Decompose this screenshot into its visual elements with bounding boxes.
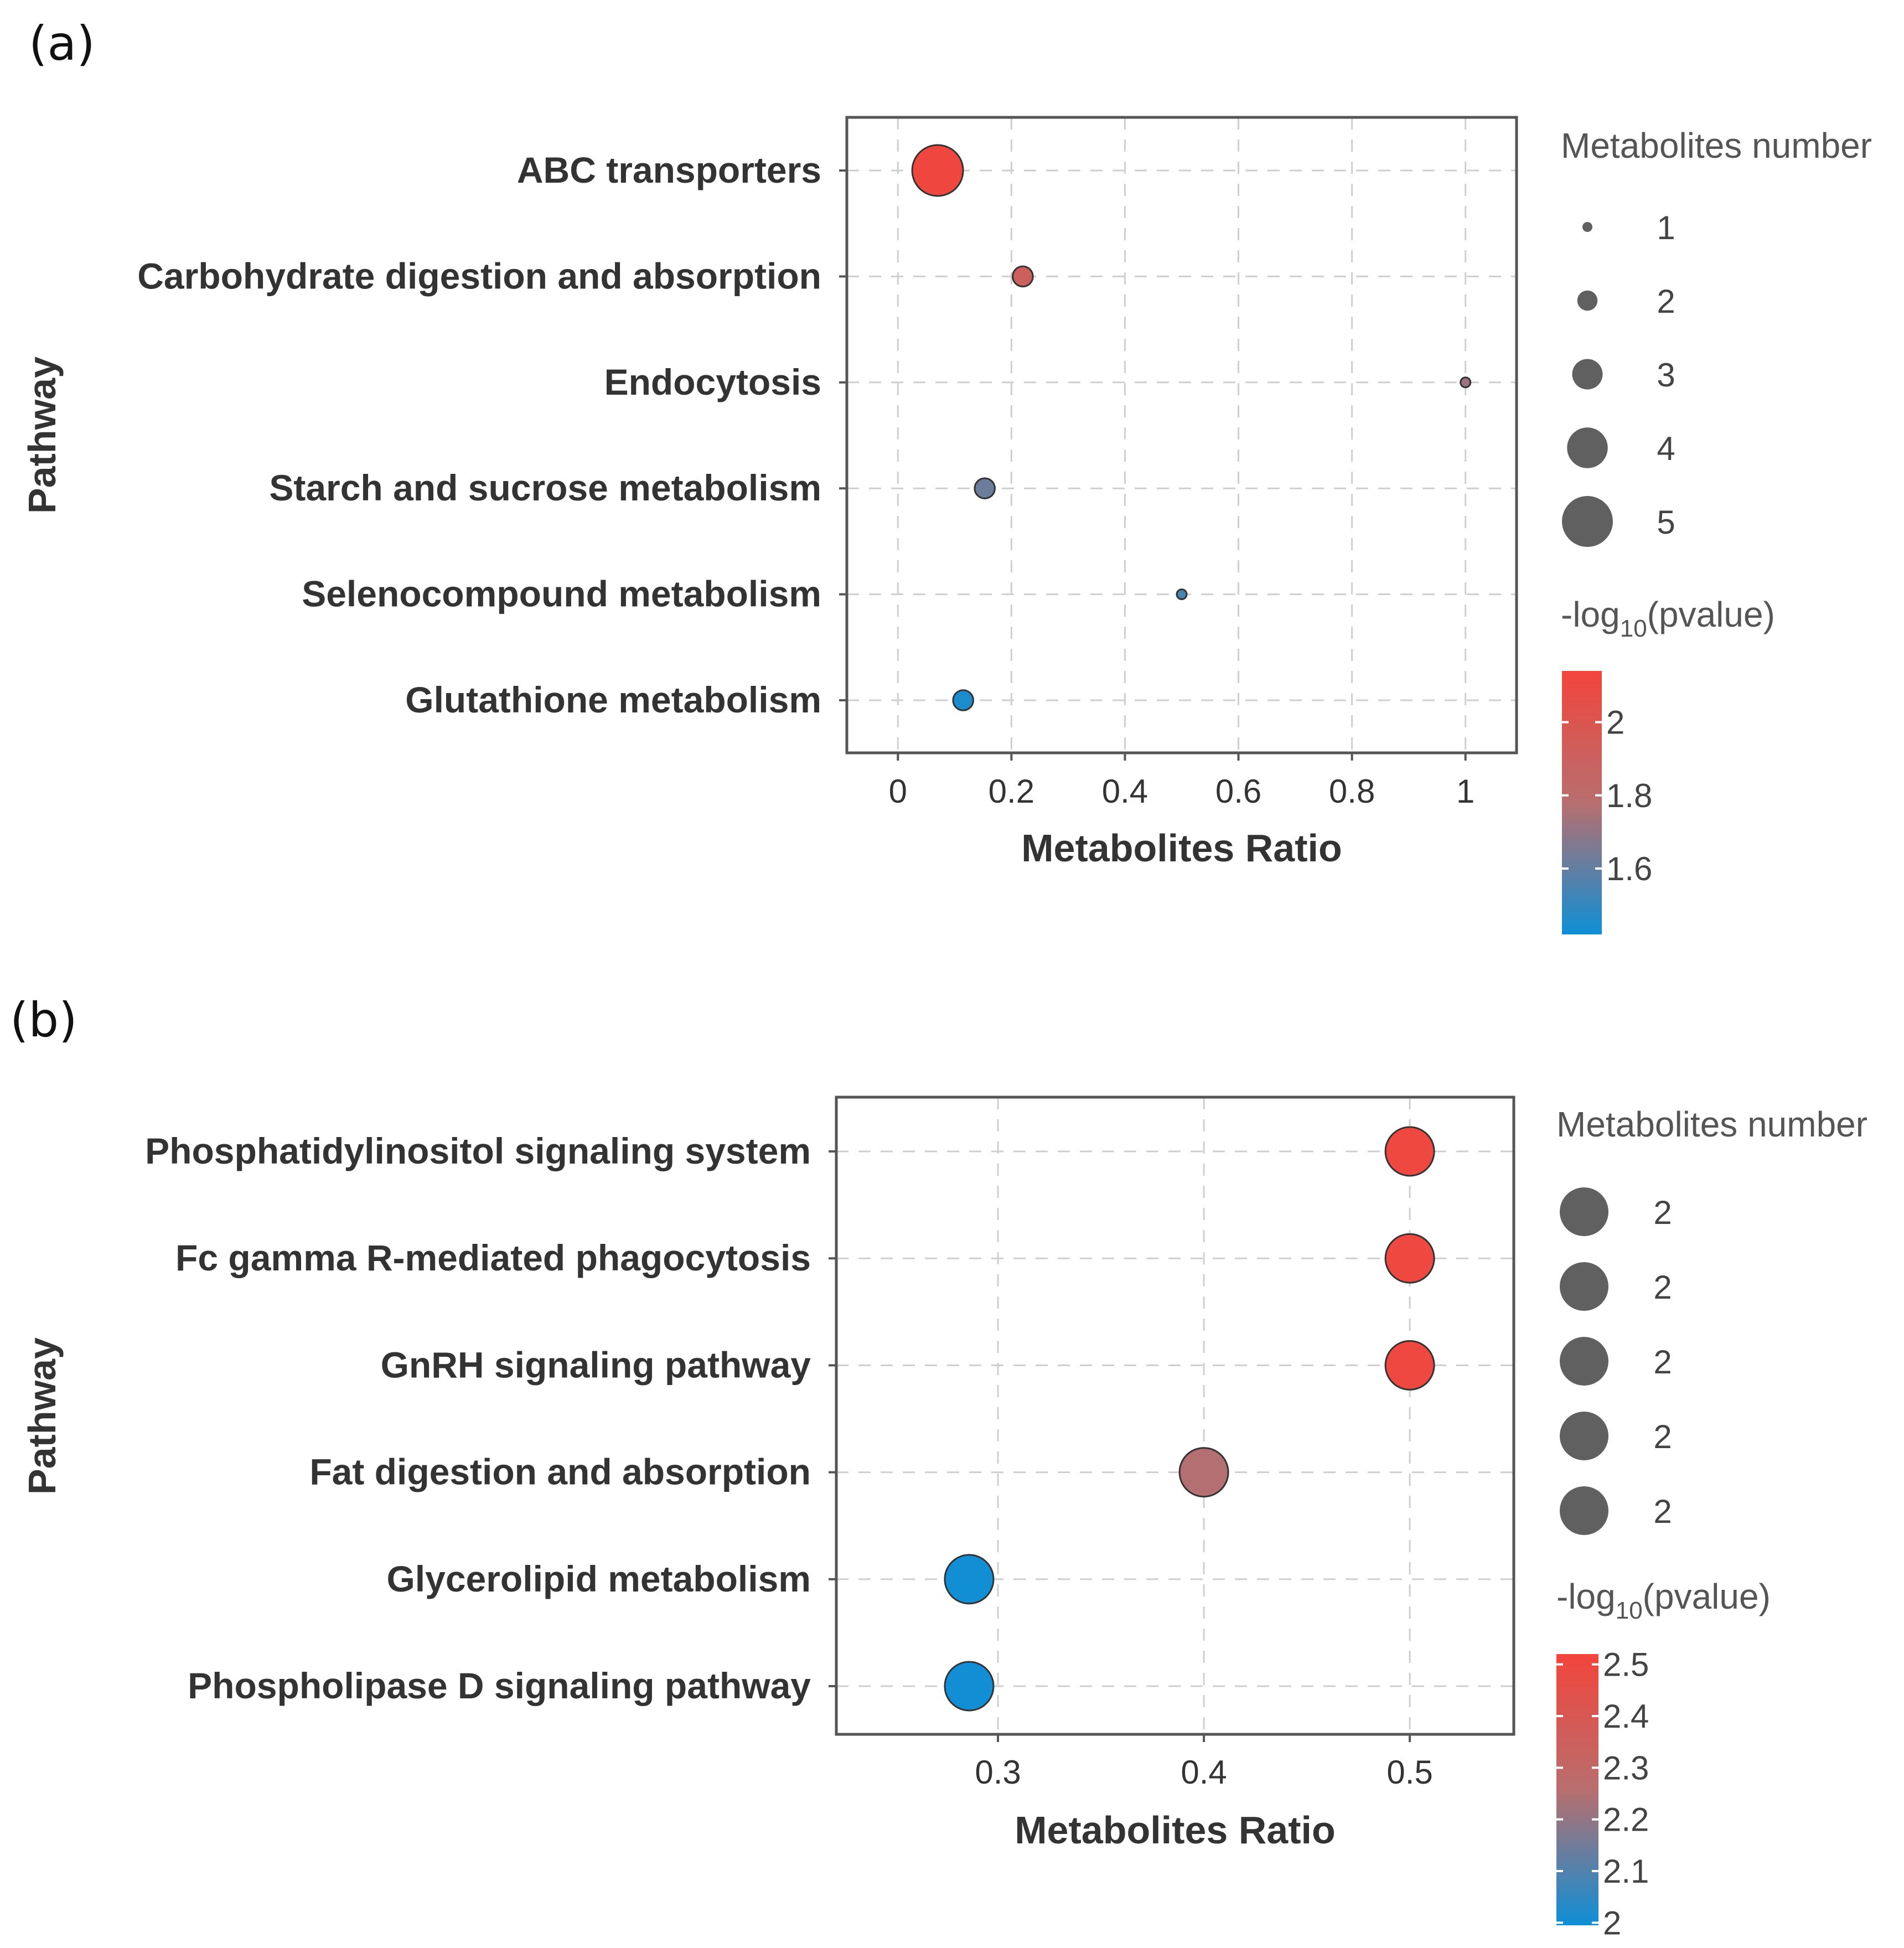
size-legend-key (1560, 1337, 1608, 1386)
color-legend-title-sub: 10 (1616, 1597, 1643, 1624)
size-legend-key (1560, 1262, 1608, 1311)
data-point (1384, 1126, 1435, 1177)
colorbar-tick-label: 2 (1603, 1904, 1621, 1941)
data-point (1178, 1447, 1229, 1498)
colorbar-tick-label: 2.4 (1603, 1698, 1649, 1735)
size-legend-label: 2 (1653, 1418, 1672, 1455)
data-point (911, 144, 964, 197)
panel-b: (b) Phosphatidylinositol signaling system… (10, 993, 1867, 1941)
colorbar-tick-label: 2.2 (1603, 1801, 1649, 1838)
y-axis-title: Pathway (20, 356, 64, 514)
size-legend-key (1560, 1412, 1608, 1460)
y-tick-label: Phospholipase D signaling pathway (188, 1665, 811, 1706)
size-legend-label: 4 (1657, 430, 1675, 467)
color-legend-title: -log10(pvalue) (1556, 1577, 1771, 1624)
colorbar (1556, 1654, 1598, 1925)
y-tick-label: Fc gamma R-mediated phagocytosis (175, 1237, 811, 1278)
data-point (1384, 1340, 1435, 1391)
color-legend-title-sub: 10 (1620, 615, 1647, 642)
size-legend-title: Metabolites number (1561, 126, 1872, 166)
panel-label: (a) (29, 16, 95, 71)
colorbar-tick-label: 1.6 (1606, 850, 1652, 887)
x-tick-label: 0.4 (1181, 1754, 1227, 1791)
size-legend-label: 2 (1653, 1493, 1672, 1530)
size-legend-label: 3 (1657, 356, 1675, 394)
size-legend-key (1560, 1187, 1608, 1236)
plot-frame (845, 116, 1518, 755)
x-tick-label: 0.2 (989, 773, 1034, 810)
data-point (1012, 265, 1034, 288)
data-point (1460, 376, 1472, 389)
x-axis-title: Metabolites Ratio (1015, 1809, 1336, 1852)
y-tick-label: Carbohydrate digestion and absorption (137, 255, 821, 296)
x-tick-label: 0.8 (1329, 773, 1375, 810)
size-legend-label: 2 (1653, 1194, 1672, 1231)
y-tick-label: Fat digestion and absorption (309, 1451, 811, 1492)
y-tick-label: Glutathione metabolism (405, 679, 821, 720)
data-point (974, 477, 996, 499)
size-legend-key (1572, 359, 1603, 390)
size-legend-key (1577, 290, 1598, 311)
y-axis-title: Pathway (20, 1337, 64, 1495)
x-tick-label: 0.3 (975, 1754, 1021, 1791)
x-tick-label: 0 (889, 773, 907, 810)
colorbar-tick-label: 2 (1606, 704, 1624, 741)
y-tick-label: Starch and sucrose metabolism (269, 467, 821, 508)
x-axis-title: Metabolites Ratio (1021, 826, 1342, 870)
size-legend-key (1560, 1486, 1608, 1535)
y-tick-label: GnRH signaling pathway (381, 1344, 811, 1385)
x-tick-label: 0.5 (1386, 1754, 1432, 1791)
colorbar (1562, 671, 1602, 934)
data-point (952, 689, 974, 711)
size-legend-key (1567, 427, 1608, 468)
size-legend-label: 1 (1657, 209, 1675, 246)
size-legend-label: 5 (1657, 504, 1675, 541)
colorbar-tick-label: 2.1 (1603, 1853, 1649, 1890)
y-tick-label: Phosphatidylinositol signaling system (145, 1130, 811, 1171)
size-legend-key (1562, 496, 1613, 547)
size-legend-key (1582, 222, 1592, 232)
data-point (1176, 588, 1188, 601)
data-point (944, 1554, 995, 1605)
color-legend-title-prefix: -log (1561, 595, 1620, 634)
size-legend-label: 2 (1657, 283, 1675, 320)
y-tick-label: Glycerolipid metabolism (386, 1558, 811, 1599)
size-legend-label: 2 (1653, 1344, 1672, 1381)
panel-a: (a) ABC transporters Carbohydrate digestio… (20, 16, 1872, 934)
data-point (1384, 1233, 1435, 1284)
colorbar-tick-label: 2.3 (1603, 1749, 1649, 1786)
x-tick-label: 0.6 (1215, 773, 1261, 810)
y-tick-label: Selenocompound metabolism (302, 573, 821, 614)
color-legend-title-prefix: -log (1556, 1577, 1616, 1616)
size-legend-title: Metabolites number (1556, 1104, 1867, 1144)
color-legend-title: -log10(pvalue) (1561, 595, 1775, 642)
data-point (944, 1661, 995, 1712)
y-tick-label: Endocytosis (604, 361, 821, 402)
colorbar-tick-label: 2.5 (1603, 1646, 1649, 1683)
x-tick-label: 1 (1456, 773, 1474, 810)
size-legend-label: 2 (1653, 1269, 1672, 1306)
x-tick-label: 0.4 (1102, 773, 1148, 810)
plot-frame (835, 1096, 1515, 1736)
colorbar-tick-label: 1.8 (1606, 777, 1652, 814)
color-legend-title-suffix: (pvalue) (1647, 595, 1775, 634)
panel-label: (b) (10, 993, 77, 1048)
color-legend-title-suffix: (pvalue) (1643, 1577, 1771, 1616)
y-tick-label: ABC transporters (517, 149, 821, 190)
